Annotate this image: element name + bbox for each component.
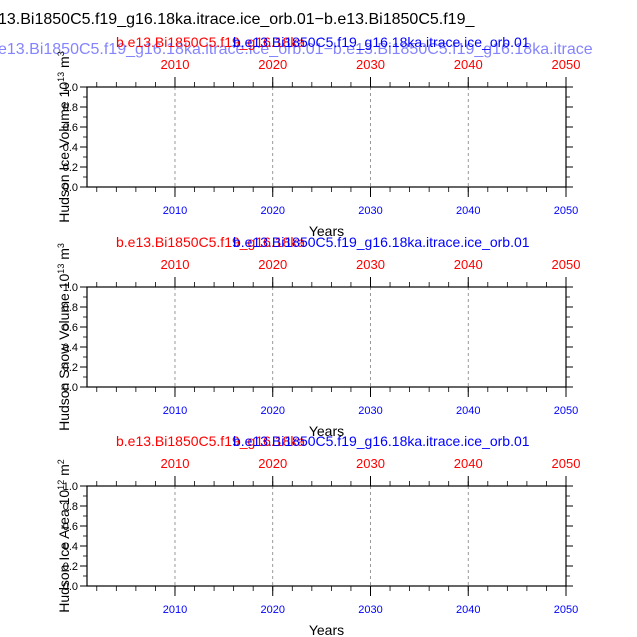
y-axis-label-ylabel-exp: 12: [56, 480, 66, 490]
y-axis-label: Hudson Ice Volume 1013 m3: [56, 51, 72, 222]
y-axis-label-ylabel-unit-exp: 3: [56, 51, 66, 56]
x-tick-label: 2010: [163, 604, 187, 616]
y-tick-label: 0.2: [63, 162, 78, 174]
top-x-tick-label: 2020: [258, 57, 287, 72]
chart-panel-3: b.e13.Bi1850C5.f19_g16.18kab.e13.Bi1850C…: [56, 433, 580, 637]
top-x-tick-label: 2040: [454, 257, 483, 272]
x-axis-label: Years: [309, 223, 344, 239]
plot-frame: [86, 86, 567, 188]
chart-title-left: b.e13.Bi1850C5.f19_g16.18ka: [116, 433, 305, 449]
top-x-tick-label: 2040: [454, 456, 483, 471]
y-axis-label-ylabel-unit: m: [56, 464, 72, 480]
chart-title-right: b.e13.Bi1850C5.f19_g16.18ka.itrace.ice_o…: [233, 234, 530, 250]
x-tick-label: 2050: [554, 405, 578, 417]
y-tick-label: 0.4: [63, 541, 78, 553]
y-axis-label-ylabel: Hudson Ice Area 10: [56, 490, 72, 613]
y-tick-label: 0.2: [63, 362, 78, 374]
top-x-tick-label: 2040: [454, 57, 483, 72]
y-axis-label-ylabel-exp: 13: [56, 264, 66, 274]
x-tick-label: 2020: [260, 205, 284, 217]
y-axis-label-ylabel-unit-exp: 2: [56, 459, 66, 464]
y-tick-label: 0.6: [63, 521, 78, 533]
x-tick-label: 2010: [163, 405, 187, 417]
y-tick-label: 1.0: [63, 481, 78, 493]
y-axis-label-ylabel-unit: m: [56, 56, 72, 72]
y-tick-label: 0.4: [63, 342, 78, 354]
top-x-tick-label: 2050: [552, 57, 581, 72]
y-tick-label: 0.6: [63, 122, 78, 134]
y-tick-label: 0.8: [63, 302, 78, 314]
top-x-tick-label: 2030: [356, 456, 385, 471]
x-tick-label: 2030: [358, 205, 382, 217]
y-axis-label-ylabel-exp: 13: [56, 72, 66, 82]
chart-title-left: b.e13.Bi1850C5.f19_g16.18ka: [116, 34, 305, 50]
x-tick-label: 2050: [554, 604, 578, 616]
y-tick-label: 0.6: [63, 322, 78, 334]
y-axis-label-ylabel: Hudson Ice Volume 10: [56, 82, 72, 223]
top-x-tick-label: 2020: [258, 456, 287, 471]
x-tick-label: 2030: [358, 405, 382, 417]
y-axis-label-ylabel: Hudson Snow Volume 10: [56, 273, 72, 430]
top-x-tick-label: 2050: [552, 456, 581, 471]
y-tick-label: 0.8: [63, 102, 78, 114]
x-tick-label: 2030: [358, 604, 382, 616]
y-tick-label: 0.2: [63, 561, 78, 573]
y-tick-label: 0.0: [63, 581, 78, 593]
x-axis-label: Years: [309, 622, 344, 637]
y-axis-label: Hudson Snow Volume 1013 m3: [56, 243, 72, 431]
y-tick-label: 1.0: [63, 82, 78, 94]
top-x-tick-label: 2030: [356, 257, 385, 272]
plot-frame: [86, 485, 567, 587]
top-x-tick-label: 2010: [161, 257, 190, 272]
top-x-tick-label: 2020: [258, 257, 287, 272]
y-axis-label-ylabel-unit: m: [56, 248, 72, 264]
y-axis-label: Hudson Ice Area 1012 m2: [56, 459, 72, 613]
x-axis-label: Years: [309, 423, 344, 439]
y-tick-label: 0.0: [63, 382, 78, 394]
chart-panel-1: b.e13.Bi1850C5.f19_g16.18kab.e13.Bi1850C…: [56, 34, 580, 239]
x-tick-label: 2020: [260, 405, 284, 417]
chart-title-left: b.e13.Bi1850C5.f19_g16.18ka: [116, 234, 305, 250]
x-tick-label: 2050: [554, 205, 578, 217]
top-x-tick-label: 2010: [161, 456, 190, 471]
y-tick-label: 0.4: [63, 142, 78, 154]
chart-panel-2: b.e13.Bi1850C5.f19_g16.18kab.e13.Bi1850C…: [56, 234, 580, 439]
y-tick-label: 1.0: [63, 282, 78, 294]
y-tick-label: 0.0: [63, 182, 78, 194]
x-tick-label: 2040: [456, 405, 480, 417]
y-axis-label-ylabel-unit-exp: 3: [56, 243, 66, 248]
top-x-tick-label: 2030: [356, 57, 385, 72]
x-tick-label: 2020: [260, 604, 284, 616]
panels: b.e13.Bi1850C5.f19_g16.18kab.e13.Bi1850C…: [56, 34, 580, 637]
x-tick-label: 2040: [456, 604, 480, 616]
top-x-tick-label: 2050: [552, 257, 581, 272]
x-tick-label: 2010: [163, 205, 187, 217]
chart-title-right: b.e13.Bi1850C5.f19_g16.18ka.itrace.ice_o…: [233, 433, 530, 449]
chart-title-right: b.e13.Bi1850C5.f19_g16.18ka.itrace.ice_o…: [233, 34, 530, 50]
y-tick-label: 0.8: [63, 501, 78, 513]
plot-frame: [86, 286, 567, 388]
page-title-line-1: 13.Bi1850C5.f19_g16.18ka.itrace.ice_orb.…: [0, 11, 475, 28]
x-tick-label: 2040: [456, 205, 480, 217]
page-title-line-2: e13.Bi1850C5.f19_g16.18ka.itrace.ice_orb…: [0, 41, 593, 58]
top-x-tick-label: 2010: [161, 57, 190, 72]
